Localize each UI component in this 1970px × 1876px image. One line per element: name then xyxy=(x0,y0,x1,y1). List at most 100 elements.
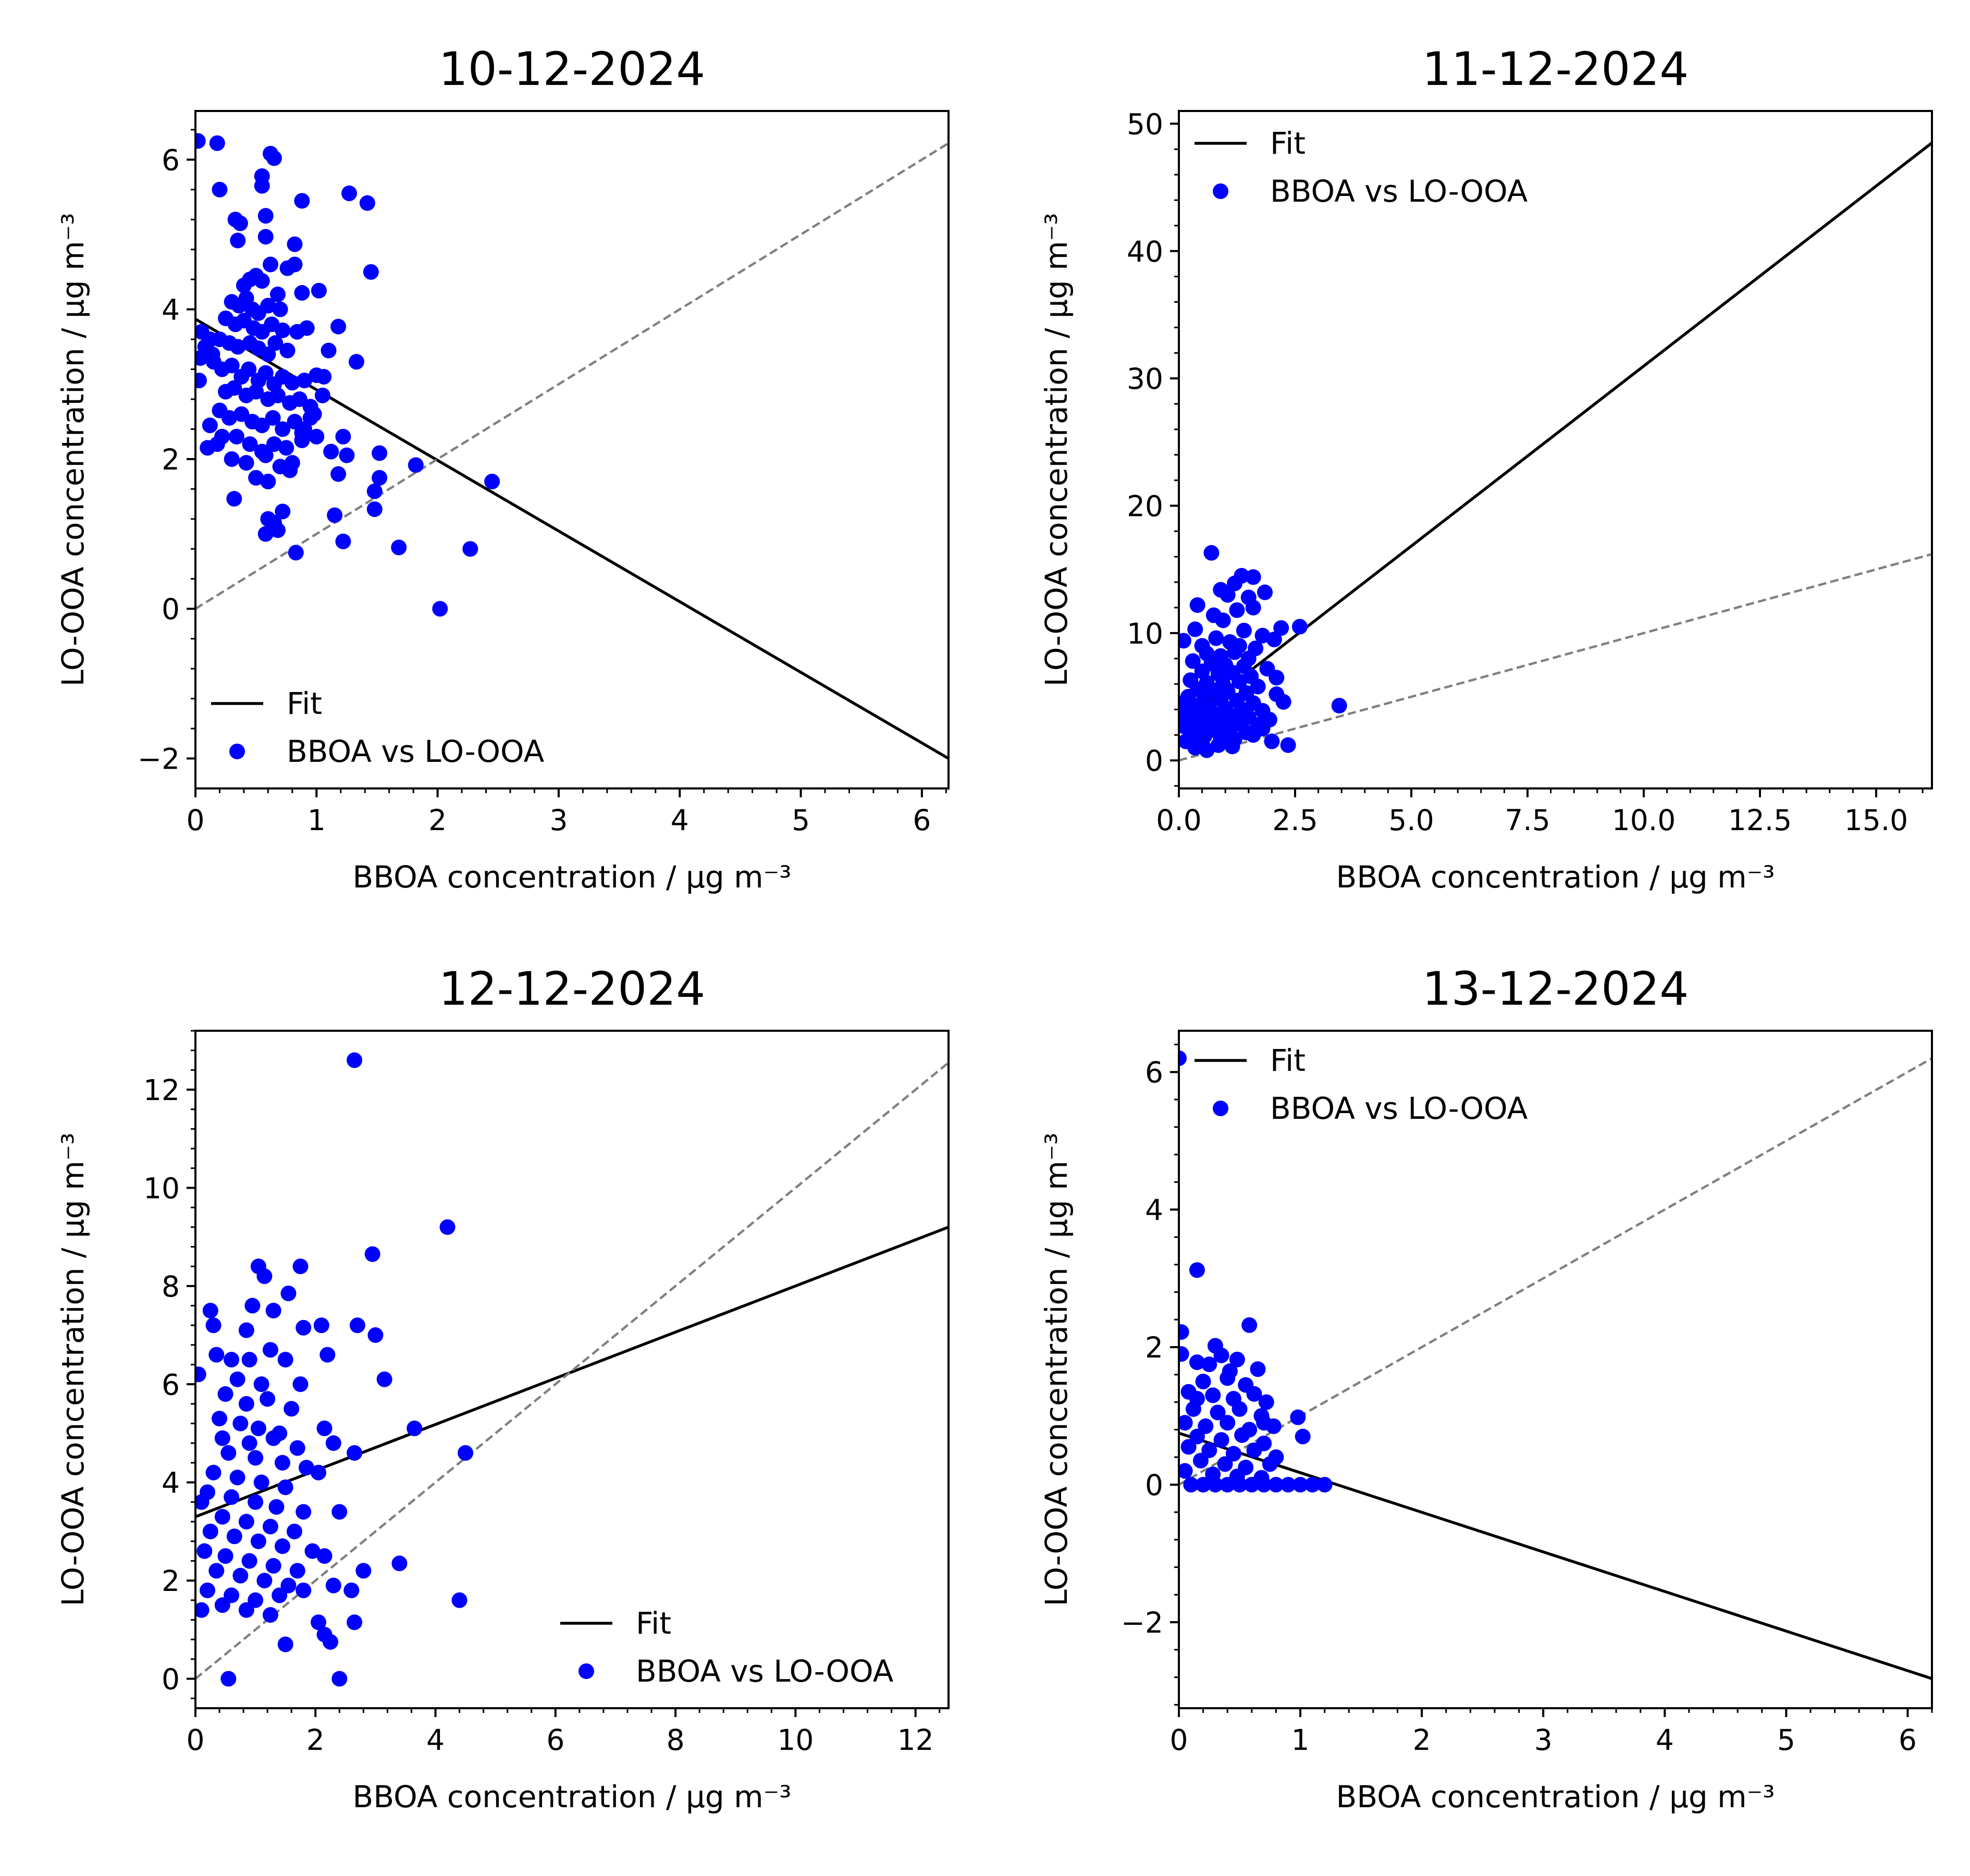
y-tick-label: 0 xyxy=(162,1662,180,1696)
data-point xyxy=(195,1366,206,1383)
data-point xyxy=(314,387,330,403)
data-point xyxy=(1232,1401,1248,1417)
data-point xyxy=(1220,587,1236,603)
data-point xyxy=(1229,1351,1245,1367)
data-point xyxy=(196,1543,213,1559)
data-point xyxy=(335,533,351,549)
data-point xyxy=(341,186,358,202)
data-point xyxy=(221,410,238,426)
data-point xyxy=(1231,673,1247,689)
x-tick-label: 3 xyxy=(549,804,568,837)
x-tick-label: 10.0 xyxy=(1612,804,1676,837)
data-point xyxy=(1179,1463,1193,1479)
data-point xyxy=(217,1548,233,1564)
data-point xyxy=(248,470,264,486)
y-tick-label: 6 xyxy=(162,1368,180,1401)
data-point xyxy=(202,417,218,434)
data-point xyxy=(224,451,240,467)
data-point xyxy=(1290,1409,1306,1425)
data-point xyxy=(269,286,286,302)
data-point xyxy=(205,1464,221,1480)
data-point xyxy=(214,1597,230,1613)
data-point xyxy=(233,406,250,422)
data-point xyxy=(284,1401,300,1417)
x-tick-label: 6 xyxy=(1899,1723,1917,1757)
data-point xyxy=(209,135,225,151)
data-point xyxy=(291,391,307,408)
axes-frame xyxy=(1178,1030,1933,1709)
data-point xyxy=(1180,1439,1197,1455)
x-tick-label: 4 xyxy=(1656,1723,1674,1757)
legend: Fit BBOA vs LO-OOA xyxy=(211,686,545,769)
data-point xyxy=(325,1435,341,1451)
data-point xyxy=(1245,727,1261,743)
data-point xyxy=(294,285,310,301)
data-point xyxy=(311,1614,327,1631)
y-tick-label: 12 xyxy=(143,1073,180,1107)
data-point xyxy=(1217,1456,1233,1472)
data-point xyxy=(238,1602,254,1618)
data-point xyxy=(265,1558,281,1574)
data-point xyxy=(292,1376,309,1392)
data-point xyxy=(1199,742,1215,758)
data-point xyxy=(1258,1394,1274,1410)
data-point xyxy=(331,1504,348,1520)
legend-label-scatter: BBOA vs LO-OOA xyxy=(1270,174,1528,209)
data-point xyxy=(217,1386,233,1402)
data-point xyxy=(229,1470,245,1486)
data-point xyxy=(348,354,364,370)
data-point xyxy=(1179,695,1191,711)
y-axis-label: LO-OOA concentration / μg m⁻³ xyxy=(55,1132,91,1606)
data-point xyxy=(323,1634,339,1650)
data-point xyxy=(335,428,351,445)
data-point xyxy=(284,375,300,391)
data-point xyxy=(226,491,242,507)
data-point xyxy=(267,335,284,351)
data-point xyxy=(1179,1346,1189,1362)
data-point xyxy=(1198,1418,1214,1434)
data-point xyxy=(292,1258,309,1275)
data-point xyxy=(1273,620,1289,636)
data-point xyxy=(202,331,218,348)
x-tick-label: 6 xyxy=(546,1723,564,1757)
y-tick-label: −2 xyxy=(1121,1606,1163,1639)
data-point xyxy=(230,232,246,249)
data-point xyxy=(229,1371,245,1387)
data-point xyxy=(268,1499,285,1515)
data-point xyxy=(1179,712,1189,728)
x-tick-label: 5 xyxy=(1777,1723,1795,1757)
data-point xyxy=(1250,678,1266,695)
data-point xyxy=(1213,1347,1229,1363)
x-tick-label: 4 xyxy=(671,804,689,837)
chart-title: 10-12-2024 xyxy=(439,42,705,96)
data-point xyxy=(238,1396,254,1412)
data-point xyxy=(263,256,279,273)
y-axis-label: LO-OOA concentration / μg m⁻³ xyxy=(1039,213,1074,686)
data-point xyxy=(1243,1477,1260,1493)
data-point xyxy=(195,1602,210,1618)
data-point xyxy=(241,361,257,377)
data-point xyxy=(260,298,276,314)
y-axis-label: LO-OOA concentration / μg m⁻³ xyxy=(55,213,91,686)
data-point xyxy=(260,1391,276,1407)
data-point xyxy=(296,1504,312,1520)
x-tick-label: 0 xyxy=(187,804,205,837)
reference-line xyxy=(195,142,949,610)
panel-4: 0 1 2 3 4 5 6 −2 0 2 4 6 13-12-2024 BBOA concentratio… xyxy=(1039,962,1933,1815)
data-point xyxy=(214,1509,230,1525)
data-point xyxy=(359,195,375,211)
data-point xyxy=(1187,621,1203,637)
data-point xyxy=(1195,1374,1211,1390)
data-point xyxy=(1261,712,1277,728)
y-tick-label: 6 xyxy=(162,143,180,177)
data-point xyxy=(279,342,296,359)
legend-label-scatter: BBOA vs LO-OOA xyxy=(636,1653,894,1689)
data-point xyxy=(347,1445,363,1461)
data-point xyxy=(289,1440,305,1456)
data-point xyxy=(1179,633,1191,649)
legend-label-fit: Fit xyxy=(287,686,322,721)
y-tick-label: 4 xyxy=(162,1466,180,1500)
data-point xyxy=(220,1445,237,1461)
y-tick-label: 30 xyxy=(1127,362,1163,396)
data-point xyxy=(376,1371,392,1387)
